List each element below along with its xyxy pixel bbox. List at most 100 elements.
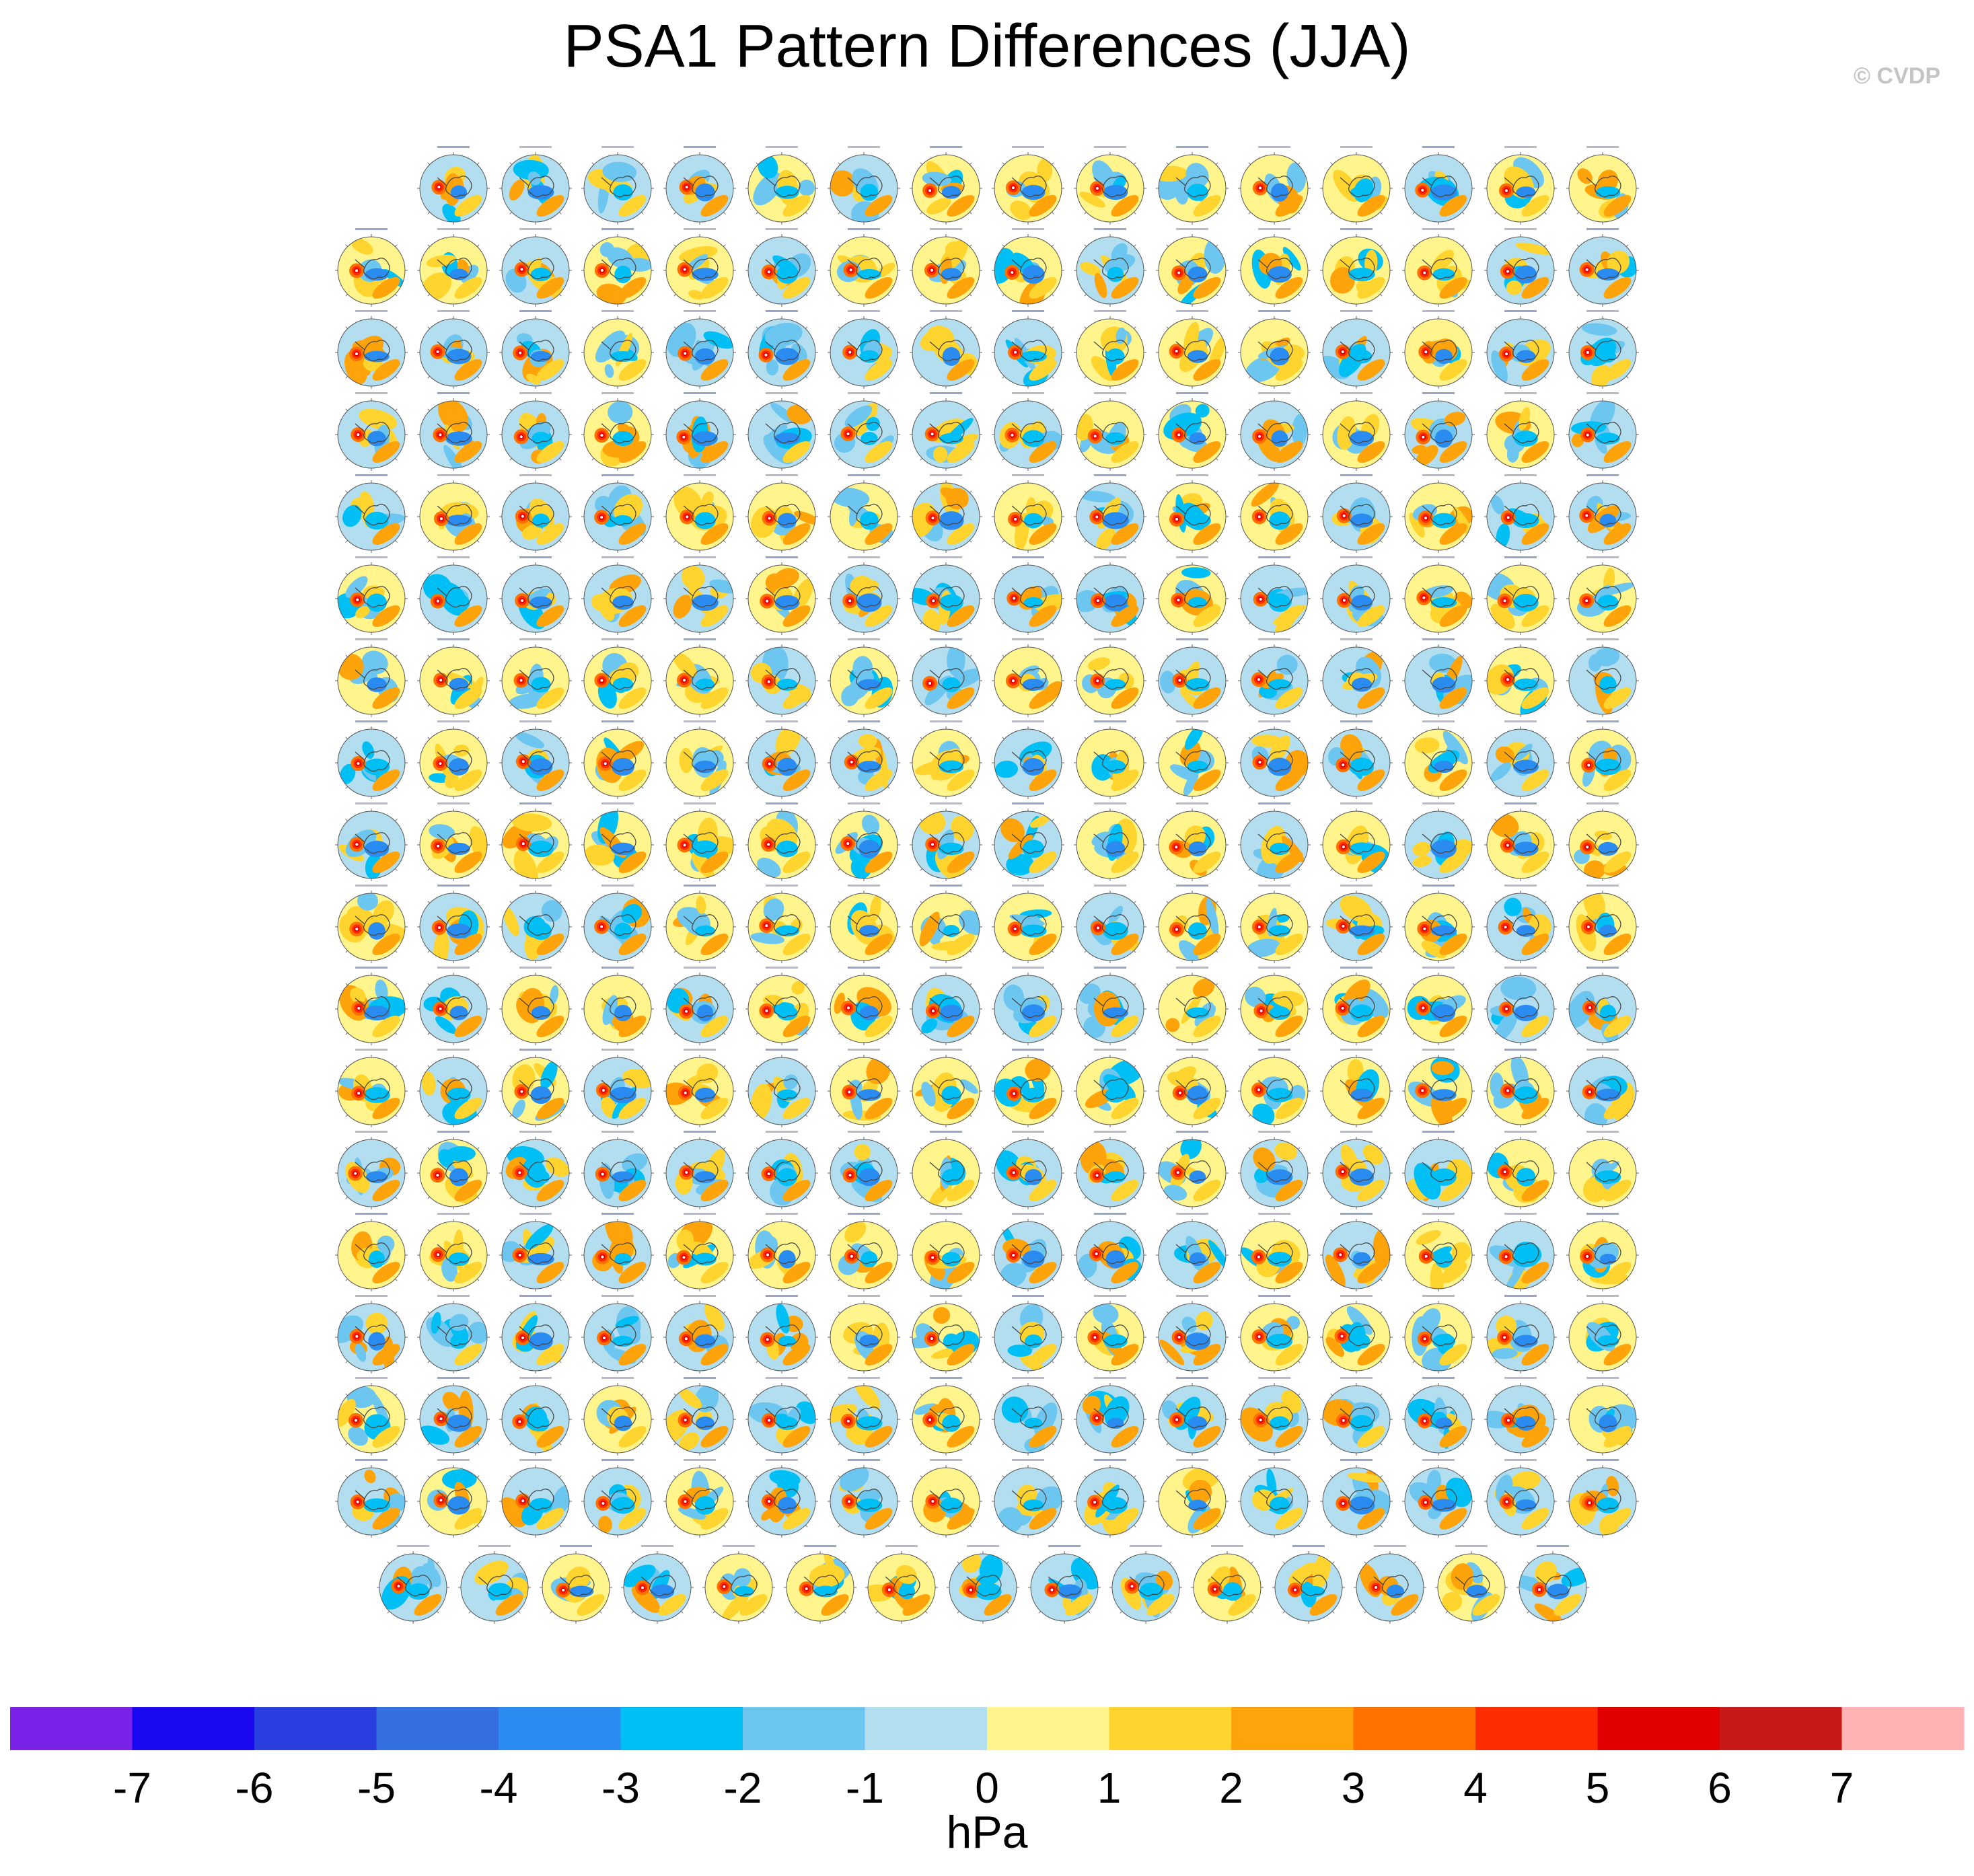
map-panel xyxy=(335,802,408,881)
map-panel xyxy=(1074,802,1146,881)
map-panel xyxy=(992,967,1064,1045)
map-panel xyxy=(417,802,490,881)
map-panel xyxy=(499,146,572,225)
map-panel xyxy=(1566,146,1639,225)
map-panel xyxy=(1320,1131,1393,1209)
map-panel xyxy=(1566,1295,1639,1374)
map-panel xyxy=(992,392,1064,471)
map-panel xyxy=(335,228,408,307)
map-panel xyxy=(1566,802,1639,881)
map-panel xyxy=(663,392,736,471)
map-panel xyxy=(745,1131,818,1209)
map-panel xyxy=(992,1295,1064,1374)
map-panel xyxy=(1156,1049,1229,1127)
map-panel xyxy=(745,885,818,963)
map-panel xyxy=(745,1295,818,1374)
map-panel xyxy=(784,1545,856,1624)
map-panel xyxy=(335,638,408,717)
map-panel xyxy=(499,556,572,635)
map-panel xyxy=(663,1459,736,1538)
map-panel xyxy=(499,1459,572,1538)
map-panel xyxy=(1074,720,1146,799)
map-panel xyxy=(1402,474,1475,553)
map-panel xyxy=(499,720,572,799)
colorbar-swatch xyxy=(1353,1707,1476,1750)
colorbar-swatch xyxy=(987,1707,1109,1750)
map-panel xyxy=(910,1377,982,1456)
colorbar-tick-label: 0 xyxy=(975,1764,999,1812)
map-panel xyxy=(417,885,490,963)
map-panel xyxy=(1566,228,1639,307)
map-panel xyxy=(1320,802,1393,881)
map-panel xyxy=(417,1049,490,1127)
map-panel xyxy=(1320,1377,1393,1456)
map-panel xyxy=(745,146,818,225)
map-panel xyxy=(1566,967,1639,1045)
map-panel xyxy=(663,1049,736,1127)
colorbar-tick-label: -3 xyxy=(601,1764,640,1812)
map-panel xyxy=(1484,474,1557,553)
map-panel xyxy=(1156,1131,1229,1209)
map-panel xyxy=(499,228,572,307)
map-panel xyxy=(1156,1459,1229,1538)
map-panel xyxy=(1074,228,1146,307)
map-panel xyxy=(499,1295,572,1374)
map-panel xyxy=(1484,967,1557,1045)
map-panel xyxy=(1074,967,1146,1045)
map-panel xyxy=(1074,885,1146,963)
map-panel xyxy=(1566,720,1639,799)
map-panel xyxy=(1484,1377,1557,1456)
colorbar-unit-label: hPa xyxy=(946,1807,1028,1858)
map-panel xyxy=(1320,556,1393,635)
map-panel xyxy=(417,556,490,635)
map-panel xyxy=(910,1213,982,1291)
map-panel xyxy=(335,556,408,635)
map-panel xyxy=(1238,474,1311,553)
map-panel xyxy=(1320,885,1393,963)
map-panel xyxy=(1238,228,1311,307)
map-panel xyxy=(992,1049,1064,1127)
map-panel xyxy=(1484,802,1557,881)
map-panel xyxy=(910,885,982,963)
map-panel xyxy=(1156,392,1229,471)
map-panel xyxy=(581,802,654,881)
map-panel xyxy=(1074,556,1146,635)
map-panel xyxy=(702,1545,775,1624)
map-panel xyxy=(581,556,654,635)
map-panel xyxy=(910,310,982,389)
map-panel xyxy=(1238,1459,1311,1538)
map-panel xyxy=(1320,1049,1393,1127)
map-panel xyxy=(910,392,982,471)
map-panel xyxy=(663,638,736,717)
map-panel xyxy=(335,1049,408,1127)
map-panel xyxy=(828,885,900,963)
map-panel xyxy=(745,802,818,881)
map-panel xyxy=(335,310,408,389)
colorbar-tick-label: -5 xyxy=(357,1764,396,1812)
map-panel xyxy=(1566,1459,1639,1538)
map-panel xyxy=(1074,392,1146,471)
map-panel xyxy=(1156,556,1229,635)
map-panel xyxy=(417,392,490,471)
map-panel xyxy=(1484,1213,1557,1291)
map-panel xyxy=(581,146,654,225)
map-panel xyxy=(581,638,654,717)
map-panel xyxy=(417,474,490,553)
map-panel xyxy=(1566,1049,1639,1127)
map-panel xyxy=(910,1295,982,1374)
map-panel xyxy=(1074,1459,1146,1538)
colorbar-tick-label: -2 xyxy=(724,1764,762,1812)
colorbar-swatch xyxy=(132,1707,255,1750)
map-panel xyxy=(1320,474,1393,553)
map-panel xyxy=(1566,474,1639,553)
map-panel xyxy=(1156,638,1229,717)
map-panel xyxy=(499,967,572,1045)
map-panel xyxy=(1566,392,1639,471)
map-panel xyxy=(335,1213,408,1291)
map-panel xyxy=(828,556,900,635)
map-panel xyxy=(377,1545,449,1624)
map-panel xyxy=(828,1049,900,1127)
map-panel xyxy=(1156,1295,1229,1374)
map-panel-grid xyxy=(335,146,1639,1624)
map-panel xyxy=(1484,1295,1557,1374)
